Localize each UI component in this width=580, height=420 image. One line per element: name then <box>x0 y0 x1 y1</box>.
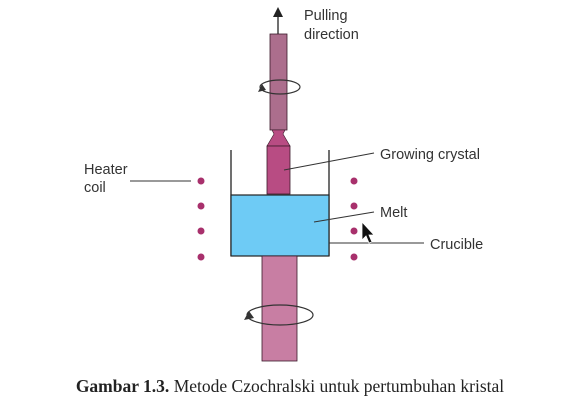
bottom-rotation-arrow-icon <box>244 304 314 326</box>
melt <box>230 194 330 257</box>
heater-coil <box>197 177 358 261</box>
pulling-arrow-icon <box>273 7 283 34</box>
heater-coil-label: Heater <box>84 162 128 178</box>
figure-caption-text: Metode Czochralski untuk pertumbuhan kri… <box>169 376 505 396</box>
pulling-direction-label-2: direction <box>304 27 359 43</box>
crystal-leader-line <box>283 152 375 171</box>
melt-leader-line <box>313 211 375 223</box>
pulling-direction-label: Pulling <box>304 8 348 24</box>
figure-caption-label: Gambar 1.3. <box>75 376 170 396</box>
support-rod <box>261 255 298 362</box>
heater-dot <box>350 253 358 261</box>
seed-rod <box>269 33 288 131</box>
mouse-cursor-icon <box>361 220 375 244</box>
heater-dot <box>197 227 205 235</box>
melt-label: Melt <box>380 205 407 221</box>
crucible-label: Crucible <box>430 237 483 253</box>
crystal-neck <box>266 129 291 147</box>
heater-coil-label-2: coil <box>84 180 106 196</box>
growing-crystal-label: Growing crystal <box>380 147 480 163</box>
heater-dot <box>197 177 205 185</box>
heater-dot <box>350 177 358 185</box>
heater-dot <box>197 253 205 261</box>
heater-dot <box>350 202 358 210</box>
heater-dot <box>197 202 205 210</box>
top-rotation-arrow-icon <box>258 79 301 95</box>
figure-caption: Gambar 1.3. Metode Czochralski untuk per… <box>0 376 580 397</box>
heater-dot <box>350 227 358 235</box>
growing-crystal <box>266 145 291 195</box>
